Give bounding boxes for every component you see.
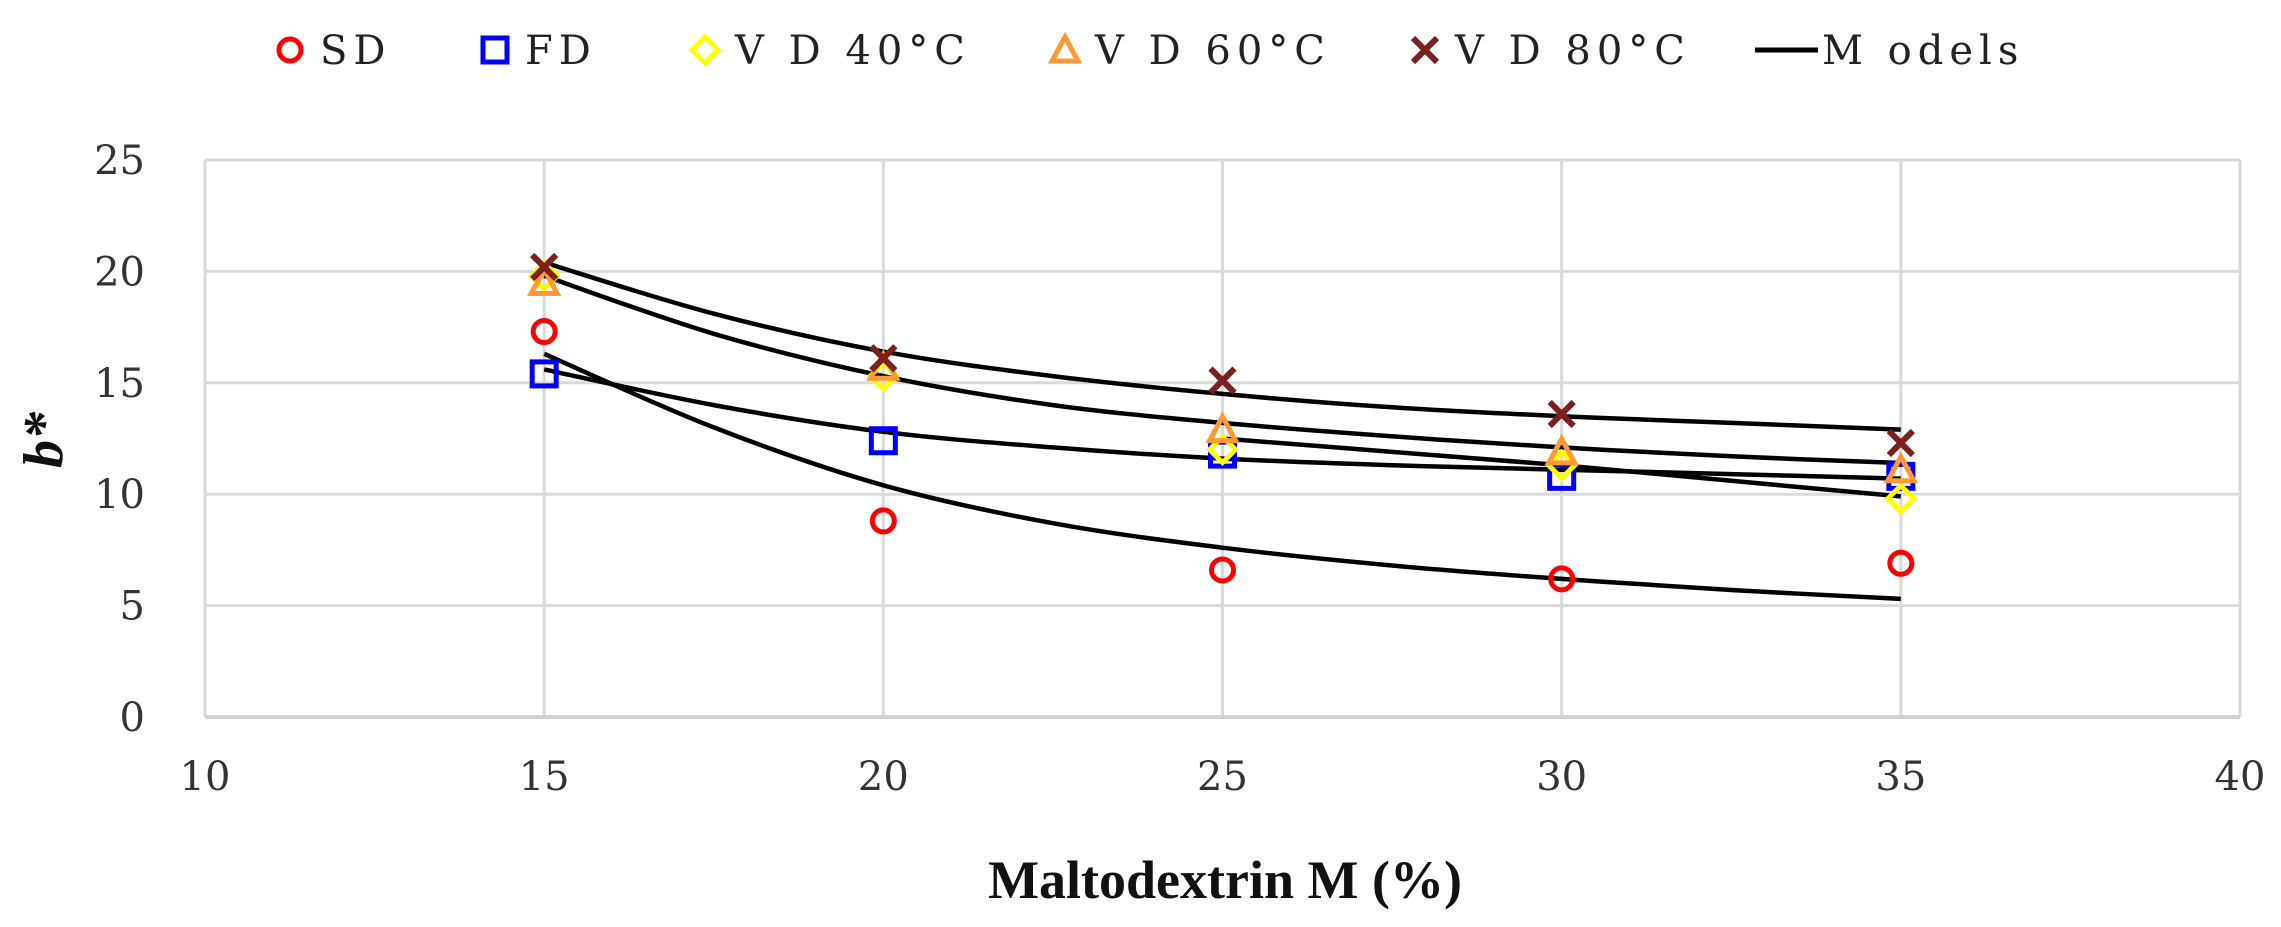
- legend-marker-fd: [480, 35, 510, 65]
- legend: SD FD V D 40°C V D 60°C V D 80°C M odels: [276, 28, 2024, 74]
- legend-label-models: M odels: [1822, 28, 2024, 74]
- tick-labels: 10 15 20 25 30 35 40 0 5 10 15 20 25: [94, 138, 2265, 800]
- x-tick-label: 20: [858, 754, 909, 800]
- y-tick-label: 15: [94, 361, 145, 407]
- point-sd: [530, 318, 558, 346]
- point-v-d-80-c: [1208, 366, 1237, 395]
- point-v-d-60-c: [1205, 411, 1240, 444]
- point-v-d-40-c: [1205, 433, 1240, 467]
- x-tick-label: 30: [1536, 754, 1587, 800]
- point-v-d-80-c: [1547, 399, 1576, 429]
- point-v-d-60-c: [1544, 433, 1579, 466]
- point-fd: [529, 359, 559, 389]
- legend-label-sd: SD: [320, 28, 391, 74]
- point-sd: [1887, 549, 1915, 577]
- point-v-d-40-c: [1884, 482, 1918, 516]
- x-tick-label: 25: [1197, 754, 1248, 800]
- y-tick-label: 20: [94, 249, 145, 295]
- y-axis-title: b*: [13, 411, 75, 468]
- x-tick-label: 10: [180, 754, 231, 800]
- point-v-d-80-c: [869, 344, 898, 373]
- point-v-d-60-c: [526, 264, 562, 297]
- y-tick-label: 10: [94, 472, 145, 518]
- x-tick-label: 40: [2215, 754, 2266, 800]
- y-tick-label: 5: [120, 584, 145, 630]
- legend-marker-v-d-60-c: [1047, 31, 1083, 64]
- model-curve-1: [543, 351, 1901, 602]
- legend-marker-v-d-40-c: [688, 33, 722, 67]
- legend-label-v-d-40-c: V D 40°C: [734, 28, 971, 74]
- data-points: [526, 252, 1919, 593]
- legend-label-v-d-60-c: V D 60°C: [1094, 28, 1331, 74]
- model-curve-5: [543, 260, 1901, 432]
- x-tick-label: 35: [1875, 754, 1926, 800]
- x-tick-label: 15: [519, 754, 570, 800]
- point-sd: [869, 507, 897, 535]
- y-tick-label: 25: [94, 138, 145, 184]
- point-sd: [1548, 565, 1576, 593]
- legend-label-fd: FD: [525, 28, 597, 74]
- legend-marker-v-d-80-c: [1410, 35, 1440, 65]
- point-v-d-60-c: [1883, 451, 1919, 484]
- legend-label-v-d-80-c: V D 80°C: [1454, 28, 1691, 74]
- model-curve-2: [543, 367, 1901, 481]
- point-v-d-80-c: [1886, 428, 1915, 458]
- model-curve-4: [543, 273, 1901, 466]
- point-fd: [868, 426, 898, 456]
- legend-marker-sd: [276, 36, 304, 64]
- x-axis-title: Maltodextrin M (%): [988, 850, 1462, 910]
- point-sd: [1209, 556, 1236, 584]
- point-v-d-80-c: [530, 252, 559, 282]
- y-tick-label: 0: [120, 695, 145, 741]
